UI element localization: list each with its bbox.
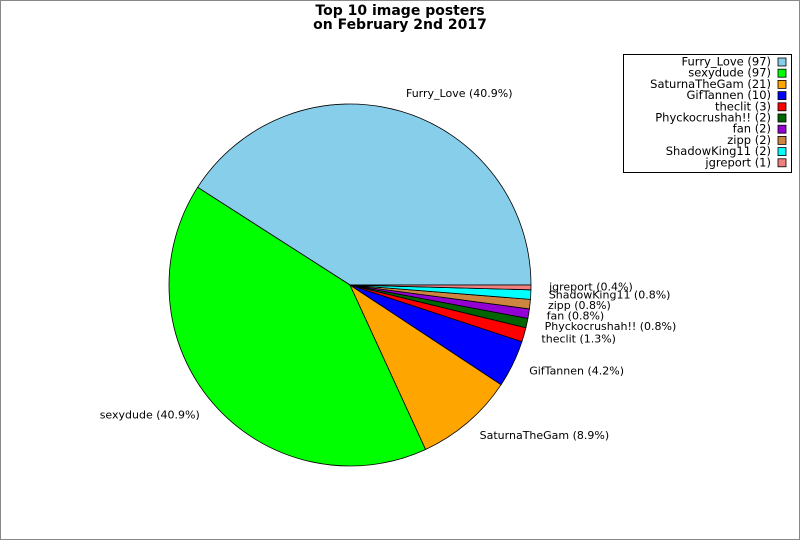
legend-label: fan (2) [733,122,771,136]
slice-label: ShadowKing11 (0.8%) [549,289,671,302]
legend-swatch [777,91,787,100]
legend-label: GifTannen (10) [686,88,771,102]
slice-label: SaturnaTheGam (8.9%) [480,429,610,442]
slice-label: jgreport (0.4%) [548,281,633,294]
slice-label: sexydude (40.9%) [100,409,200,422]
pie-slice [349,283,502,450]
slice-label: Furry_Love (40.9%) [406,87,513,100]
legend-swatch [777,135,787,145]
slice-label: theclit (1.3%) [541,333,616,346]
legend-label: theclit (3) [715,99,771,113]
legend-label: Furry_Love (97) [682,55,771,69]
legend-swatch [777,102,787,112]
legend-swatch [777,57,787,67]
legend-label: Phyckocrushah!! (2) [655,111,771,125]
pie-slice [197,103,532,286]
slice-label: fan (0.8%) [547,310,605,323]
legend-label: zipp (2) [727,133,771,147]
slice-label: GifTannen (4.2%) [529,365,624,378]
legend-swatch [777,124,787,134]
legend-label: ShadowKing11 (2) [666,144,771,158]
legend-swatch [777,80,787,89]
chart-title: on February 2nd 2017 [313,17,487,33]
legend-label: SaturnaTheGam (21) [650,77,771,91]
slice-label: Phyckocrushah!! (0.8%) [545,320,677,333]
legend-label: sexydude (97) [688,66,771,80]
legend-box [623,54,792,173]
legend-swatch [777,113,787,123]
legend-swatch [777,68,787,78]
pie-slice [168,186,427,467]
slice-label: zipp (0.8%) [548,299,611,312]
legend-swatch [777,147,787,157]
chart-title: Top 10 image posters [315,3,484,19]
legend-swatch [777,158,787,168]
pie-slice [349,284,532,291]
legend-label: jgreport (1) [704,155,771,169]
